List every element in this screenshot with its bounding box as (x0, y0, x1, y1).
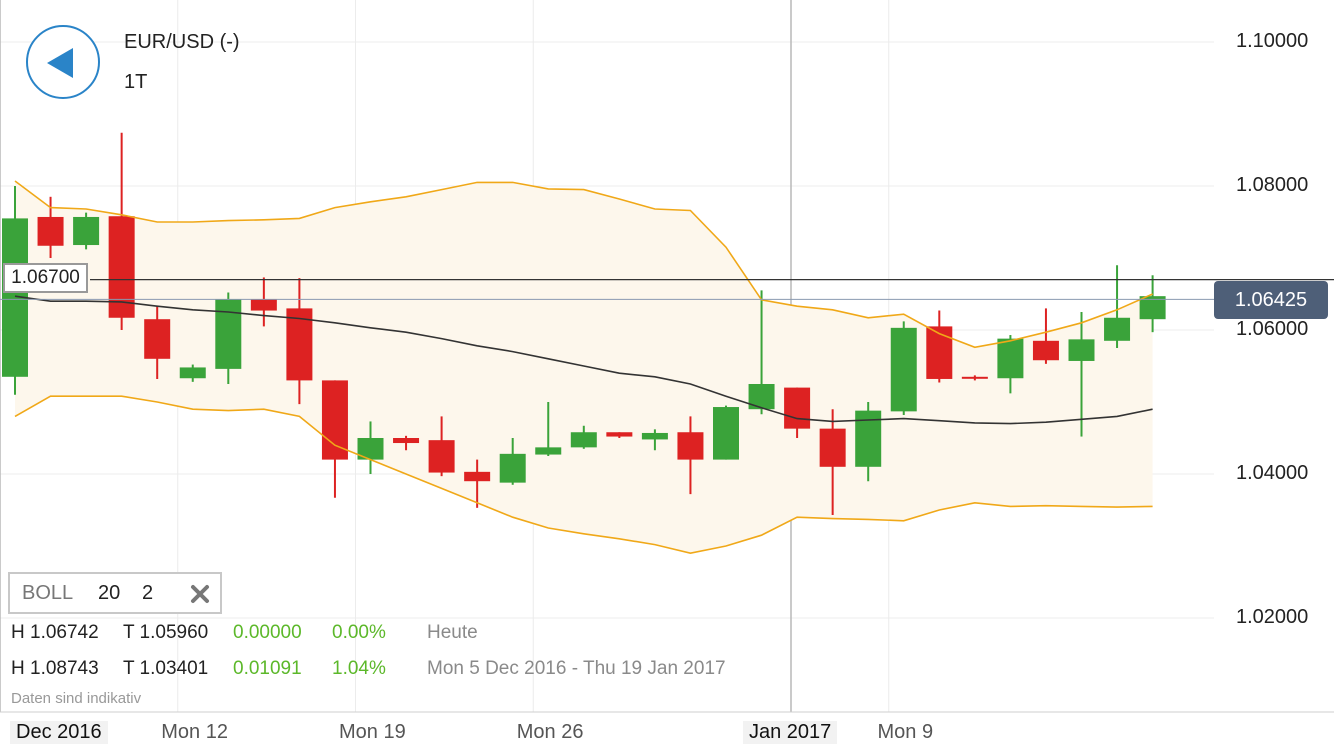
pair-title: EUR/USD (-) (124, 31, 240, 53)
range-label: Mon 5 Dec 2016 - Thu 19 Jan 2017 (427, 658, 726, 679)
candle-body (144, 319, 171, 359)
candle (819, 409, 846, 516)
candle (641, 429, 668, 451)
candle-body (357, 438, 384, 460)
candle-body (926, 326, 953, 379)
disclaimer: Daten sind indikativ (11, 690, 142, 707)
candle-body (499, 453, 526, 483)
candle (321, 380, 348, 498)
today-change-pct: 0.00% (332, 622, 386, 643)
candle-body (997, 338, 1024, 379)
candle-body (1139, 296, 1166, 320)
candle-body (73, 216, 100, 246)
candle-body (215, 299, 242, 369)
y-tick-label: 1.04000 (1236, 462, 1309, 484)
candle-body (535, 447, 562, 455)
candle-body (108, 216, 135, 318)
candle (1032, 308, 1059, 364)
candle-body (677, 432, 704, 460)
indicator-name: BOLL (22, 582, 74, 604)
candle-body (286, 308, 313, 381)
indicator-stddev: 2 (142, 582, 154, 604)
candle (677, 416, 704, 495)
candle-body (1104, 317, 1131, 341)
candle-body (428, 440, 455, 473)
close-icon[interactable] (190, 584, 210, 604)
indicator-box[interactable]: BOLL 20 2 (8, 572, 222, 614)
today-high: H 1.06742 (11, 622, 99, 643)
candle (73, 212, 100, 250)
x-tick-label: Mon 19 (339, 721, 406, 743)
candle (1068, 312, 1095, 437)
candle (606, 432, 633, 438)
candle (890, 321, 917, 415)
candle (961, 375, 988, 381)
y-tick-label: 1.10000 (1236, 30, 1309, 52)
x-tick-label: Mon 26 (516, 721, 584, 743)
candle-body (713, 407, 739, 460)
crosshair-price-label: 1.06700 (3, 263, 88, 293)
x-tick-label: Dec 2016 (10, 721, 108, 744)
today-change: 0.00000 (233, 622, 302, 643)
candle-body (570, 432, 597, 448)
candle-body (606, 432, 633, 437)
candle (535, 402, 562, 456)
range-high: H 1.08743 (11, 658, 99, 679)
candle (108, 132, 135, 330)
candle-body (1032, 340, 1059, 361)
candle (570, 425, 597, 449)
candle-body (179, 367, 206, 379)
candle-body (890, 327, 917, 412)
timeframe-label: 1T (124, 71, 148, 93)
candle-body (37, 216, 64, 246)
bollinger-lower-line (14, 395, 1153, 555)
candle (499, 438, 526, 485)
candle (393, 435, 420, 451)
y-tick-label: 1.08000 (1236, 174, 1309, 196)
candle-body (464, 471, 491, 482)
candle (179, 364, 206, 382)
bollinger-middle-line (14, 295, 1153, 425)
candle (428, 416, 455, 477)
candle (713, 405, 739, 460)
candle (464, 459, 491, 508)
indicator-period: 20 (98, 582, 121, 604)
candle (250, 277, 277, 327)
candle-body (1068, 339, 1095, 361)
candle (997, 335, 1024, 394)
y-tick-label: 1.02000 (1236, 606, 1309, 628)
today-low: T 1.05960 (123, 622, 209, 643)
candle-body (784, 387, 811, 429)
candle-body (250, 299, 277, 311)
bollinger-upper-line (14, 180, 1153, 349)
back-button[interactable] (26, 25, 100, 99)
range-change: 0.01091 (233, 658, 302, 679)
today-label: Heute (427, 622, 478, 643)
candle (357, 421, 384, 474)
candle-body (819, 428, 846, 467)
bollinger-band-fill (15, 181, 1153, 554)
x-tick-label: Mon 9 (877, 721, 934, 743)
candle-body (393, 438, 420, 444)
candle (1139, 275, 1166, 333)
x-tick-label: Mon 12 (161, 721, 228, 743)
last-price-tag: 1.06425 (1214, 281, 1328, 319)
back-arrow-icon (47, 48, 73, 78)
x-tick-label: Jan 2017 (743, 721, 838, 744)
candle (926, 310, 953, 383)
y-tick-label: 1.06000 (1236, 318, 1309, 340)
candle-body (641, 432, 668, 440)
range-change-pct: 1.04% (332, 658, 386, 679)
range-low: T 1.03401 (123, 658, 209, 679)
candle (144, 306, 171, 379)
candle (784, 387, 811, 438)
candle-body (961, 376, 988, 379)
candle-body (321, 380, 348, 460)
